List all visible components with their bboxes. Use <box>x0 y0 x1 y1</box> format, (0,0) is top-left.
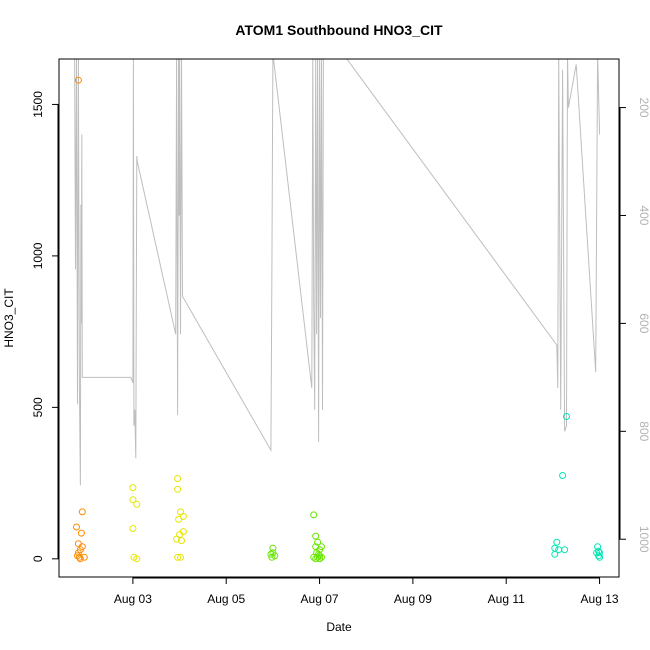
data-point <box>174 475 182 482</box>
data-point <box>175 515 183 523</box>
x-tick-label: Aug 11 <box>488 592 525 606</box>
secondary-line-layer <box>74 59 601 486</box>
x-tick-label: Aug 03 <box>114 592 152 606</box>
data-point <box>316 555 324 563</box>
y2-axis: 200 400 600 800 1000 <box>619 98 650 553</box>
data-point <box>78 508 86 516</box>
data-point <box>129 484 137 492</box>
data-point <box>133 500 141 508</box>
y2-tick-label: 1000 <box>637 526 650 553</box>
x-axis-label: Date <box>326 620 352 634</box>
data-point <box>133 555 141 563</box>
secondary-series-line <box>74 59 601 486</box>
y-tick-label: 1000 <box>31 242 45 269</box>
data-point <box>561 546 569 554</box>
y-axis: 0 500 1000 1500 <box>31 91 59 562</box>
data-point <box>312 532 320 540</box>
x-tick-label: Aug 07 <box>301 592 339 606</box>
data-point <box>595 552 603 560</box>
x-tick-label: Aug 09 <box>394 592 432 606</box>
data-point <box>314 553 322 561</box>
data-point <box>76 546 84 554</box>
data-point <box>596 553 604 561</box>
data-point <box>596 549 604 557</box>
data-point <box>268 553 276 561</box>
data-point <box>80 553 88 561</box>
data-point <box>269 544 277 552</box>
data-point <box>267 550 275 558</box>
y2-tick-label: 600 <box>637 313 650 333</box>
y-tick-label: 1500 <box>31 91 45 118</box>
data-point <box>177 553 184 561</box>
data-point <box>174 485 182 493</box>
data-point <box>553 538 561 546</box>
y-tick-label: 0 <box>31 555 45 562</box>
data-point <box>178 537 185 545</box>
x-tick-label: Aug 05 <box>207 592 245 606</box>
y2-tick-label: 400 <box>637 205 650 225</box>
y2-tick-label: 800 <box>637 421 650 441</box>
data-point <box>173 535 181 543</box>
data-point <box>563 413 570 420</box>
data-point <box>75 553 83 561</box>
data-point <box>310 511 318 519</box>
data-point <box>77 529 85 537</box>
data-point <box>559 472 567 479</box>
data-point <box>312 555 320 563</box>
points-layer <box>73 76 604 563</box>
data-point <box>74 76 82 84</box>
data-point <box>129 525 137 532</box>
y2-tick-label: 200 <box>637 98 650 118</box>
data-point <box>76 555 84 563</box>
chart-title: ATOM1 Southbound HNO3_CIT <box>235 22 443 38</box>
x-axis: Aug 03 Aug 05 Aug 07 Aug 09 Aug 11 Aug 13 <box>114 577 619 606</box>
y-axis-label: HNO3_CIT <box>2 288 16 348</box>
plot-frame <box>58 58 620 578</box>
data-point <box>73 523 80 531</box>
x-tick-label: Aug 13 <box>581 592 619 606</box>
y-tick-label: 500 <box>31 397 45 417</box>
data-point <box>551 544 559 552</box>
data-point <box>551 550 559 558</box>
data-point <box>129 496 137 504</box>
data-point <box>174 553 182 561</box>
data-point <box>314 538 322 546</box>
